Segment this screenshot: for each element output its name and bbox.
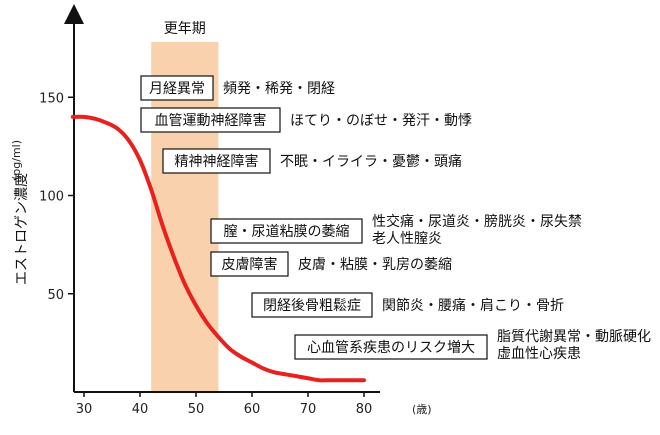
annotation-text: 頻発・稀発・閉経 — [223, 81, 335, 97]
annotation-text: 性交痛・尿道炎・膀胱炎・尿失禁 — [372, 213, 582, 230]
annotation-box — [140, 107, 281, 133]
annotation-box-label: 心血管系疾患のリスク増大 — [307, 340, 475, 356]
annotation-6: 閉経後骨粗鬆症 関節炎・腰痛・肩こり・骨折 — [251, 292, 564, 318]
annotation-box-label: 月経異常 — [149, 81, 205, 97]
axes — [64, 4, 380, 397]
annotation-text: 老人性膣炎 — [372, 230, 442, 247]
menopause-band-label: 更年期 — [164, 21, 206, 37]
annotation-box — [251, 292, 373, 318]
annotation-box-label: 膣・尿道粘膜の萎縮 — [224, 223, 350, 240]
annotation-box-label: 閉経後骨粗鬆症 — [263, 298, 361, 314]
annotation-box — [294, 334, 488, 360]
annotation-2: 血管運動神経障害 ほてり・のぼせ・発汗・動悸 — [140, 107, 472, 133]
estrogen-curve — [70, 114, 366, 383]
annotation-text: ほてり・のぼせ・発汗・動悸 — [290, 113, 472, 129]
tick-labels: 50 100 150 30 40 50 60 70 80 — [39, 91, 372, 417]
annotation-box-label: 皮膚障害 — [222, 257, 278, 273]
x-tick-label: 80 — [356, 402, 373, 417]
x-tick-label: 40 — [132, 402, 149, 417]
y-tick-label: 150 — [39, 91, 64, 106]
x-axis-unit: (歳) — [412, 403, 432, 416]
annotation-box — [210, 218, 363, 244]
y-axis-unit: (pg/ml) — [10, 140, 23, 180]
x-tick-label: 60 — [244, 402, 261, 417]
x-tick-label: 50 — [188, 402, 205, 417]
annotation-text: 虚血性心疾患 — [497, 346, 581, 362]
annotation-text: 不眠・イライラ・憂鬱・頭痛 — [280, 153, 462, 170]
y-tick-label: 50 — [47, 288, 64, 303]
annotation-1: 月経異常 頻発・稀発・閉経 — [140, 75, 335, 101]
x-tick-label: 30 — [76, 402, 93, 417]
annotation-3: 精神神経障害 不眠・イライラ・憂鬱・頭痛 — [162, 148, 462, 174]
annotation-box-label: 血管運動神経障害 — [155, 113, 267, 129]
annotation-5: 皮膚障害 皮膚・粘膜・乳房の萎縮 — [210, 251, 452, 277]
annotation-box-label: 精神神経障害 — [175, 154, 259, 170]
annotation-text: 皮膚・粘膜・乳房の萎縮 — [298, 257, 452, 273]
annotation-text: 関節炎・腰痛・肩こり・骨折 — [382, 297, 564, 314]
annotation-box — [140, 75, 214, 101]
annotation-box — [162, 148, 271, 174]
annotation-box — [210, 251, 289, 277]
x-tick-label: 70 — [300, 402, 317, 417]
annotation-text: 脂質代謝異常・動脈硬化 — [497, 329, 651, 345]
y-tick-label: 100 — [39, 190, 64, 205]
y-axis-title: エストロゲン濃度 — [14, 173, 30, 285]
